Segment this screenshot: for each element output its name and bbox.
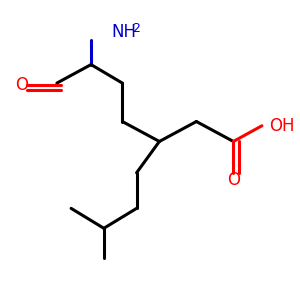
Text: O: O xyxy=(15,76,28,94)
Text: O: O xyxy=(227,171,240,189)
Text: 2: 2 xyxy=(132,22,140,35)
Text: NH: NH xyxy=(111,23,136,41)
Text: OH: OH xyxy=(269,117,295,135)
